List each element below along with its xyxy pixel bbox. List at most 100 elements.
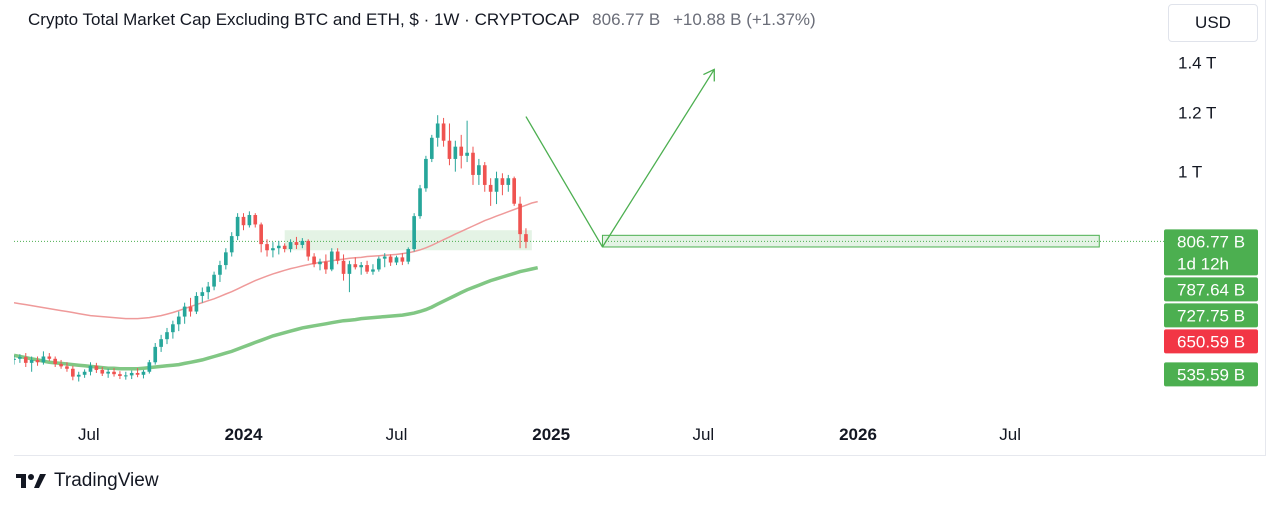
candle-body[interactable] [123,375,128,377]
price-axis-label-text: 727.75 B [1177,306,1245,325]
candle-body[interactable] [171,324,175,333]
candle-body[interactable] [206,286,211,293]
candle-body[interactable] [441,123,446,141]
candle-body[interactable] [500,178,505,185]
candle-body[interactable] [153,346,158,363]
candle-body[interactable] [29,359,34,363]
currency-button[interactable]: USD [1168,4,1258,42]
price-chart[interactable]: Jul 2024 Jul 2025 Jul 2026 Jul 1.4 T 1.2 T 1 T 806… [14,0,1266,456]
candle-body[interactable] [118,374,122,376]
candle-body[interactable] [406,249,411,262]
candle-body[interactable] [247,215,252,226]
candle-body[interactable] [388,256,393,263]
candle-body[interactable] [424,158,428,189]
candle-body[interactable] [359,265,364,268]
candle-body[interactable] [518,203,522,235]
arrow-head [703,68,715,82]
brand-name: TradingView [54,470,159,491]
candle-body[interactable] [14,358,16,360]
price-change: +10.88 B (+1.37%) [672,10,816,29]
candle-body[interactable] [23,357,28,363]
candle-body[interactable] [371,269,375,272]
candle-body[interactable] [271,248,275,251]
candle-body[interactable] [447,140,452,159]
candle-body[interactable] [477,165,481,175]
candle-body[interactable] [394,257,399,263]
candle-body[interactable] [382,256,387,259]
candle-body[interactable] [459,146,464,156]
candle-body[interactable] [265,244,269,251]
candle-body[interactable] [512,178,517,204]
candle-body[interactable] [418,188,422,217]
candle-body[interactable] [82,371,87,375]
candle-body[interactable] [65,366,69,369]
candle-body[interactable] [188,306,193,312]
candle-body[interactable] [377,258,381,270]
red-moving-average-line [14,200,538,320]
candle-body[interactable] [482,165,487,185]
candle-body[interactable] [76,374,81,377]
candle-body[interactable] [135,372,140,375]
candle-body[interactable] [53,358,58,365]
candle-body[interactable] [259,224,263,245]
candle-body[interactable] [100,369,105,374]
candle-body[interactable] [524,234,528,242]
candle-body[interactable] [71,368,75,377]
candle-body[interactable] [200,292,205,296]
candle-body[interactable] [106,371,110,374]
candle-body[interactable] [506,178,511,185]
candle-body[interactable] [212,274,216,287]
candle-body[interactable] [288,242,293,250]
candle-body[interactable] [88,365,93,372]
candle-body[interactable] [306,240,311,257]
candle-body[interactable] [253,215,258,225]
candle-body[interactable] [218,265,222,275]
candle-body[interactable] [412,216,416,250]
candle-body[interactable] [365,265,369,272]
candle-body[interactable] [94,365,99,370]
candle-body[interactable] [129,372,134,376]
candle-body[interactable] [347,264,352,274]
candle-body[interactable] [159,339,163,347]
candle-body[interactable] [194,295,199,312]
candle-body[interactable] [400,257,405,262]
candle-body[interactable] [435,123,440,138]
candle-body[interactable] [112,371,116,375]
candle-body[interactable] [47,356,52,359]
candle-body[interactable] [471,152,475,175]
candle-body[interactable] [59,364,63,367]
candle-body[interactable] [241,216,246,226]
chart-area[interactable]: Jul 2024 Jul 2025 Jul 2026 Jul 1.4 T 1.2 T 1 T 806… [14,0,1266,456]
candle-body[interactable] [324,261,328,270]
candle-body[interactable] [312,256,316,265]
candle-body[interactable] [294,242,299,245]
candle-body[interactable] [35,359,40,363]
candle-body[interactable] [176,316,181,325]
candle-body[interactable] [165,332,169,340]
candle-body[interactable] [147,362,152,372]
projection-arrow[interactable] [601,69,715,248]
candle-body[interactable] [282,245,287,250]
candle-body[interactable] [300,240,305,245]
candle-body[interactable] [465,152,469,156]
candle-body[interactable] [453,146,458,159]
trendline[interactable] [525,116,604,248]
candle-body[interactable] [488,184,493,192]
symbol-title[interactable]: Crypto Total Market Cap Excluding BTC an… [28,10,580,29]
candle-body[interactable] [229,236,234,253]
candle-body[interactable] [224,252,228,266]
candle-body[interactable] [182,306,187,317]
candle-body[interactable] [18,357,22,359]
candle-body[interactable] [141,371,146,375]
candle-body[interactable] [235,216,240,237]
brand[interactable]: TradingView [16,470,159,492]
candle-body[interactable] [335,251,340,261]
candle-body[interactable] [429,137,434,159]
candle-body[interactable] [329,251,334,270]
candle-body[interactable] [276,245,281,249]
candle-body[interactable] [318,261,322,265]
candle-body[interactable] [494,178,499,192]
candle-body[interactable] [353,264,358,268]
candle-body[interactable] [341,260,346,274]
candle-body[interactable] [41,356,46,363]
